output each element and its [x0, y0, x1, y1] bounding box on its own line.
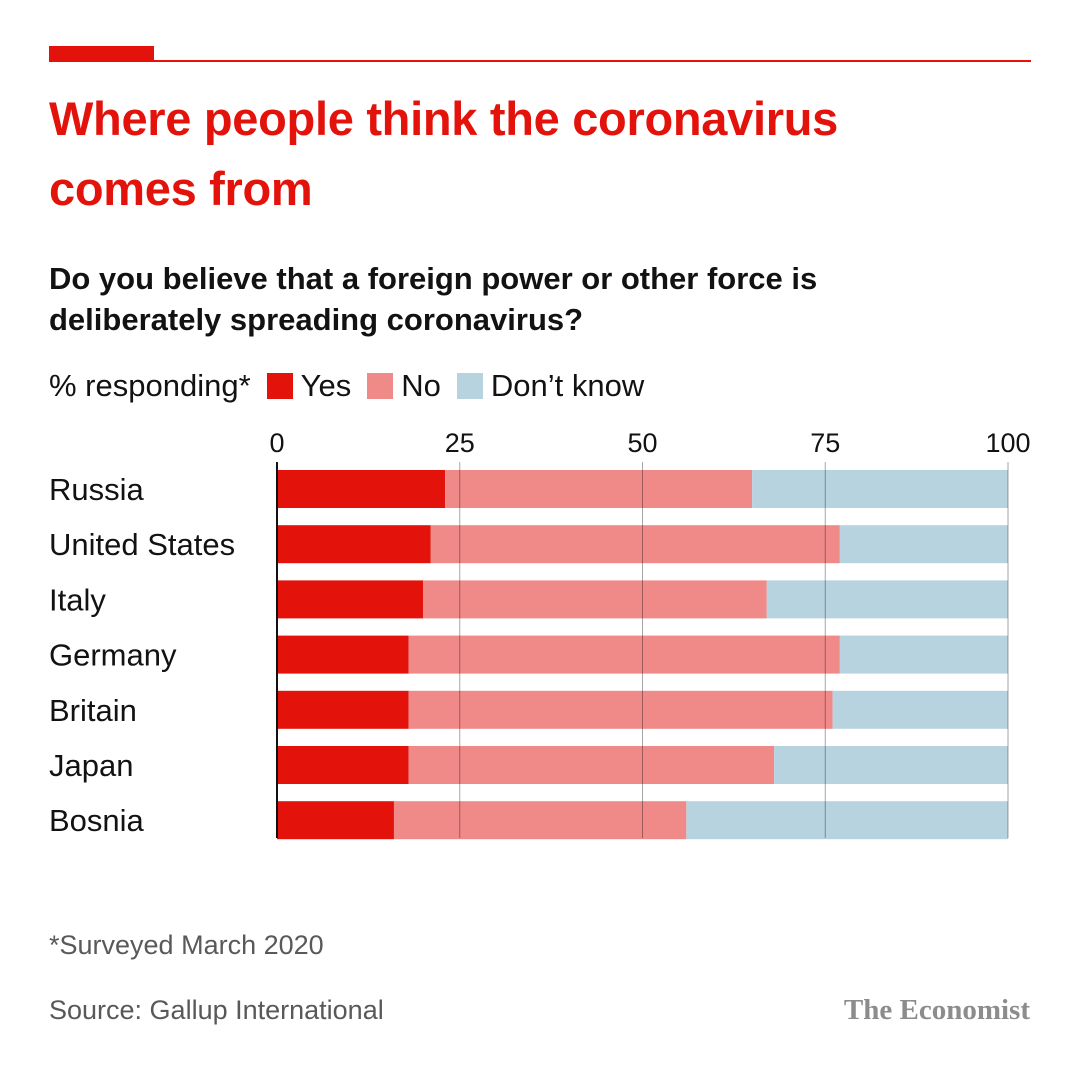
- category-label-germany: Germany: [49, 638, 177, 673]
- x-tick-label-100: 100: [985, 428, 1030, 458]
- bar-bosnia-don-t-know: [686, 801, 1008, 840]
- category-label-russia: Russia: [49, 472, 145, 507]
- bar-germany-yes: [277, 635, 409, 674]
- bar-britain-yes: [277, 690, 409, 729]
- x-tick-label-50: 50: [627, 428, 657, 458]
- bar-russia-don-t-know: [752, 470, 1008, 508]
- bar-japan-don-t-know: [774, 746, 1008, 784]
- legend-label-dont-know: Don’t know: [490, 368, 645, 403]
- footnote: *Surveyed March 2020: [49, 930, 324, 960]
- legend-label-yes: Yes: [300, 368, 352, 403]
- chart-subtitle: Do you believe that a foreign power or o…: [49, 261, 818, 337]
- category-label-japan: Japan: [49, 748, 133, 783]
- chart-title: Where people think the coronavirus comes…: [49, 92, 838, 215]
- category-label-united-states: United States: [49, 527, 235, 562]
- bar-japan-no: [408, 746, 775, 784]
- x-tick-label-75: 75: [810, 428, 840, 458]
- bar-britain-don-t-know: [832, 690, 1008, 729]
- bar-italy-no: [423, 580, 767, 619]
- bar-bosnia-yes: [277, 801, 394, 840]
- bar-bosnia-no: [393, 801, 687, 840]
- bar-united-states-don-t-know: [839, 525, 1008, 564]
- legend-item-dont-know: Don’t know: [456, 368, 645, 404]
- bar-germany-no: [408, 635, 840, 674]
- category-label-bosnia: Bosnia: [49, 803, 145, 838]
- bar-japan-yes: [277, 746, 409, 784]
- legend-swatch-yes: [266, 373, 293, 399]
- category-label-italy: Italy: [49, 582, 106, 617]
- bar-russia-yes: [277, 470, 446, 508]
- bar-italy-yes: [277, 580, 424, 619]
- legend-item-no: No: [367, 368, 441, 404]
- bar-italy-don-t-know: [766, 580, 1008, 619]
- stacked-bar-chart: Russia United States Italy Germany Britain Ja…: [49, 428, 1031, 840]
- legend-label-no: No: [401, 368, 441, 403]
- source-note: Source: Gallup International: [49, 995, 384, 1025]
- bar-russia-no: [445, 470, 753, 508]
- legend-swatch-dont-know: [456, 373, 483, 399]
- economist-logo: The Economist: [843, 994, 1030, 1026]
- x-tick-label-25: 25: [445, 428, 475, 458]
- bar-britain-no: [408, 690, 833, 729]
- legend-item-yes: Yes: [266, 368, 352, 404]
- category-label-britain: Britain: [49, 693, 137, 728]
- bar-germany-don-t-know: [839, 635, 1008, 674]
- legend: % responding* Yes No Don’t know: [49, 365, 644, 407]
- bar-united-states-no: [430, 525, 840, 564]
- x-tick-label-0: 0: [269, 428, 284, 458]
- header-rule: [49, 60, 1031, 62]
- legend-swatch-no: [367, 373, 394, 399]
- header-accent-tab: [49, 46, 154, 61]
- bar-united-states-yes: [277, 525, 431, 564]
- legend-prefix: % responding*: [49, 368, 251, 403]
